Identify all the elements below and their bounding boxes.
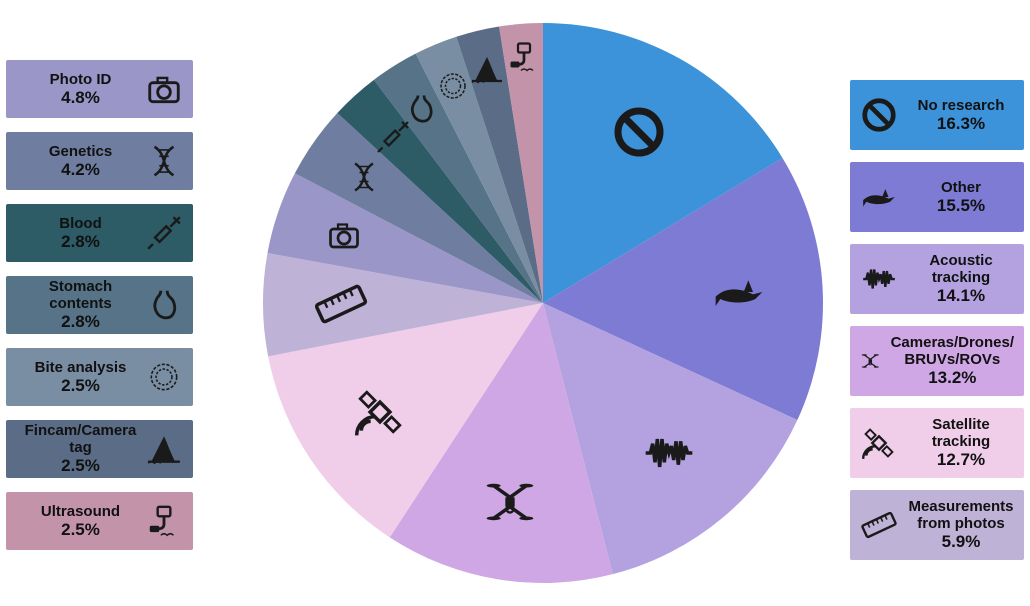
legend-item-measure: Measurements from photos 5.9% [850, 490, 1024, 560]
legend-label: Genetics [49, 143, 112, 160]
camera-icon [145, 70, 183, 108]
legend-text: Stomach contents 2.8% [16, 278, 145, 332]
legend-item-genetics: Genetics 4.2% [6, 132, 193, 190]
legend-pct: 13.2% [928, 368, 976, 388]
no-icon [611, 104, 667, 160]
legend-item-other: Other 15.5% [850, 162, 1024, 232]
legend-text: No research 16.3% [908, 97, 1014, 134]
legend-item-stomach: Stomach contents 2.8% [6, 276, 193, 334]
ultra-icon [145, 502, 183, 540]
legend-label: Measurements from photos [908, 498, 1014, 533]
shark-icon [711, 264, 767, 320]
legend-text: Photo ID 4.8% [16, 71, 145, 108]
sat-icon [352, 384, 408, 440]
legend-left: Photo ID 4.8% Genetics 4.2% Blood 2.8% S… [6, 60, 193, 550]
legend-text: Ultrasound 2.5% [16, 503, 145, 540]
legend-text: Genetics 4.2% [16, 143, 145, 180]
legend-text: Other 15.5% [908, 179, 1014, 216]
legend-label: Fincam/Camera tag [16, 422, 145, 457]
legend-label: Satellite tracking [908, 416, 1014, 451]
legend-text: Satellite tracking 12.7% [908, 416, 1014, 470]
stomach-icon [145, 286, 183, 324]
legend-pct: 14.1% [937, 286, 985, 306]
dna-icon [145, 142, 183, 180]
syringe-icon [145, 214, 183, 252]
legend-item-photoid: Photo ID 4.8% [6, 60, 193, 118]
legend-pct: 2.8% [61, 232, 100, 252]
legend-item-drones: Cameras/Drones/BRUVs/ROVs 13.2% [850, 326, 1024, 396]
legend-label: Other [941, 179, 981, 196]
legend-pct: 12.7% [937, 450, 985, 470]
pie-chart [250, 10, 836, 596]
sat-icon [860, 424, 898, 462]
drone-icon [482, 474, 538, 530]
legend-label: Stomach contents [16, 278, 145, 313]
legend-item-bite: Bite analysis 2.5% [6, 348, 193, 406]
legend-text: Bite analysis 2.5% [16, 359, 145, 396]
legend-label: Bite analysis [35, 359, 127, 376]
legend-pct: 2.5% [61, 456, 100, 476]
legend-pct: 5.9% [942, 532, 981, 552]
legend-item-fincam: Fincam/Camera tag 2.5% [6, 420, 193, 478]
legend-label: Blood [59, 215, 102, 232]
legend-pct: 15.5% [937, 196, 985, 216]
no-icon [860, 96, 898, 134]
bite-icon [145, 358, 183, 396]
ultra-icon [506, 39, 542, 75]
shark-icon [860, 178, 898, 216]
legend-item-ultrasound: Ultrasound 2.5% [6, 492, 193, 550]
legend-label: Cameras/Drones/BRUVs/ROVs [891, 334, 1014, 369]
legend-item-satellite: Satellite tracking 12.7% [850, 408, 1024, 478]
dna-icon [346, 159, 382, 195]
camera-icon [326, 217, 362, 253]
legend-pct: 4.8% [61, 88, 100, 108]
drone-icon [860, 342, 881, 380]
ruler-icon [313, 276, 369, 332]
legend-item-no_research: No research 16.3% [850, 80, 1024, 150]
ruler-icon [860, 506, 898, 544]
wave-icon [641, 425, 697, 481]
legend-pct: 2.8% [61, 312, 100, 332]
legend-text: Cameras/Drones/BRUVs/ROVs 13.2% [891, 334, 1014, 388]
legend-text: Blood 2.8% [16, 215, 145, 252]
stomach-icon [403, 91, 439, 127]
legend-label: Ultrasound [41, 503, 120, 520]
legend-pct: 4.2% [61, 160, 100, 180]
legend-pct: 16.3% [937, 114, 985, 134]
wave-icon [860, 260, 898, 298]
fin-icon [469, 51, 505, 87]
legend-pct: 2.5% [61, 376, 100, 396]
legend-label: Photo ID [50, 71, 112, 88]
legend-text: Acoustic tracking 14.1% [908, 252, 1014, 306]
legend-label: Acoustic tracking [908, 252, 1014, 287]
legend-right: No research 16.3% Other 15.5% Acoustic t… [850, 80, 1024, 560]
legend-item-blood: Blood 2.8% [6, 204, 193, 262]
legend-text: Fincam/Camera tag 2.5% [16, 422, 145, 476]
legend-pct: 2.5% [61, 520, 100, 540]
legend-text: Measurements from photos 5.9% [908, 498, 1014, 552]
fin-icon [145, 430, 183, 468]
legend-label: No research [918, 97, 1005, 114]
bite-icon [435, 68, 471, 104]
legend-item-acoustic: Acoustic tracking 14.1% [850, 244, 1024, 314]
